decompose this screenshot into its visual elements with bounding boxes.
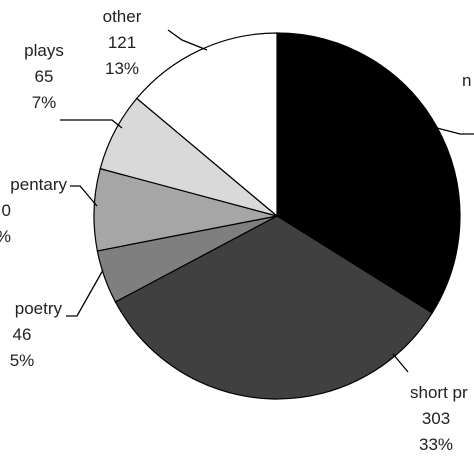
slice-labels: n short pr 303 33% poetry 46 5% pentary … <box>0 7 471 454</box>
leader-line-short-pr <box>392 353 409 373</box>
pie-slice-short-pr <box>114 215 434 400</box>
slice-value-other: 121 <box>108 33 136 52</box>
pie-slice-n <box>276 32 461 314</box>
slice-percent-short-pr: 33% <box>419 435 453 454</box>
leader-lines <box>60 29 474 373</box>
slice-label-plays: plays <box>24 41 64 60</box>
slice-percent-poetry: 5% <box>10 351 35 370</box>
slice-label-short-pr: short pr <box>410 383 468 402</box>
slice-percent-pentary: % <box>0 227 11 246</box>
slice-percent-other: 13% <box>105 59 139 78</box>
slice-value-short-pr: 303 <box>422 409 450 428</box>
leader-line-poetry <box>66 269 104 317</box>
leader-line-plays <box>60 119 123 129</box>
slice-label-other: other <box>103 7 142 26</box>
pie-slices <box>93 32 461 400</box>
slice-percent-plays: 7% <box>32 93 57 112</box>
leader-line-other <box>167 29 208 51</box>
slice-value-plays: 65 <box>35 67 54 86</box>
slice-value-poetry: 46 <box>13 325 32 344</box>
slice-label-pentary: pentary <box>10 175 67 194</box>
leader-line-n <box>436 127 474 135</box>
leader-line-pentary <box>70 185 98 207</box>
slice-label-n: n <box>462 71 471 90</box>
slice-value-pentary: 0 <box>2 201 11 220</box>
slice-label-poetry: poetry <box>15 299 63 318</box>
pie-slice-other <box>135 32 278 218</box>
